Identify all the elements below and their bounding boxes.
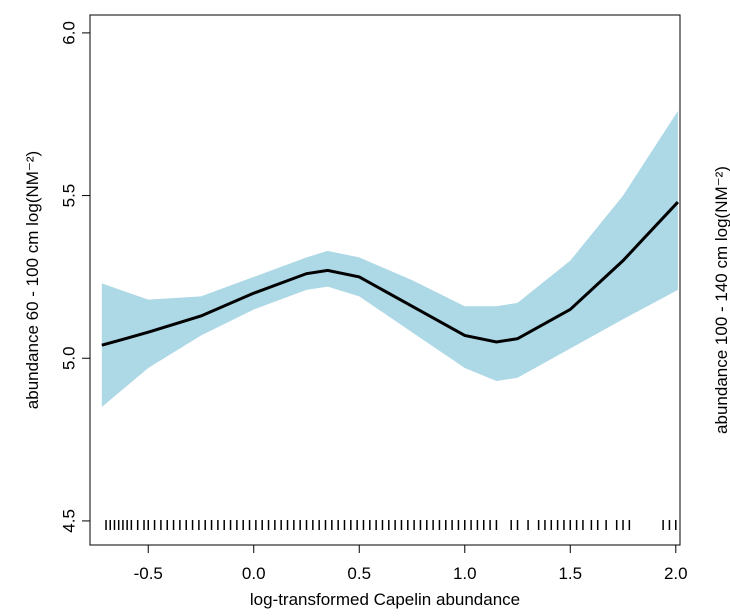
confidence-band: [101, 110, 678, 408]
x-tick-label: 0.5: [347, 564, 371, 583]
y2-axis-label: abundance 100 - 140 cm log(NM⁻²): [712, 166, 730, 434]
y-axis-label: abundance 60 - 100 cm log(NM⁻²): [23, 151, 42, 409]
x-tick-label: 0.0: [242, 564, 266, 583]
x-tick-label: 1.5: [558, 564, 582, 583]
y-tick-label: 4.5: [59, 509, 78, 533]
x-tick-label: 1.0: [453, 564, 477, 583]
y-tick-label: 5.5: [59, 184, 78, 208]
x-axis-label: log-transformed Capelin abundance: [250, 590, 520, 609]
y-tick-label: 5.0: [59, 346, 78, 370]
plot-frame: [89, 14, 681, 546]
fit-line: [101, 201, 679, 347]
x-tick-label: 2.0: [664, 564, 688, 583]
y-tick-label: 6.0: [59, 21, 78, 45]
x-tick-label: -0.5: [134, 564, 163, 583]
